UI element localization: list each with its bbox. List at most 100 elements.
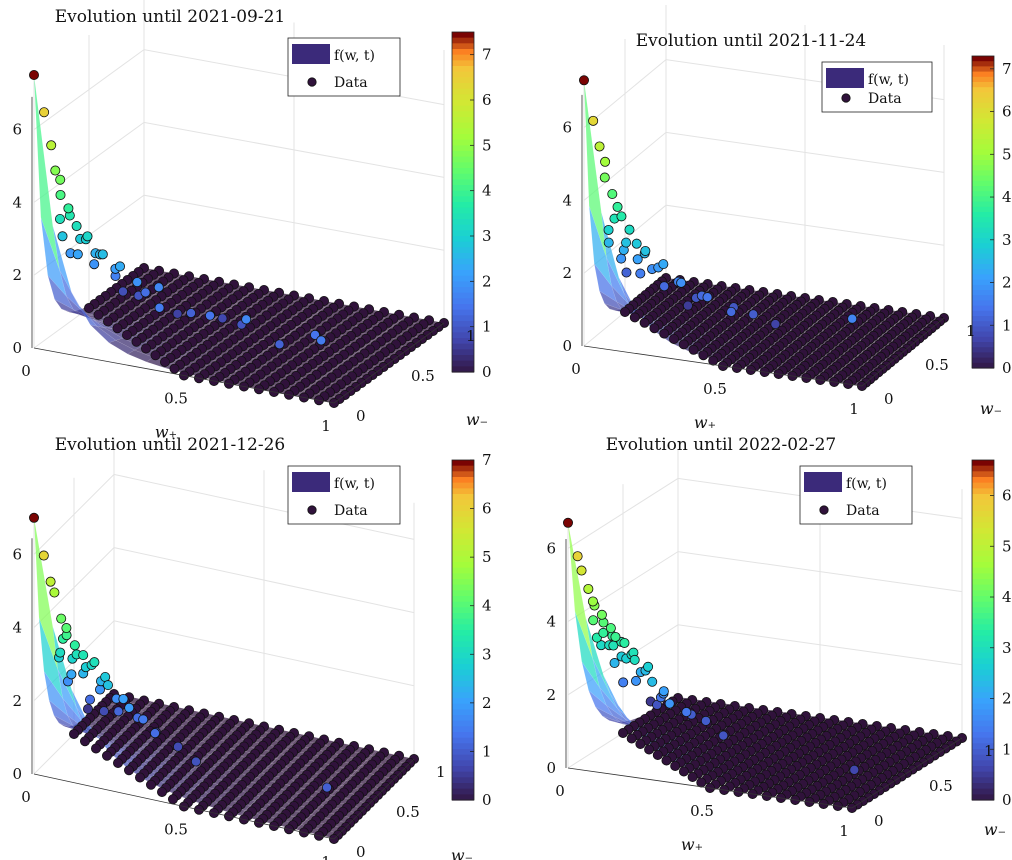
- data-point: [635, 268, 646, 279]
- colorbar-segment: [452, 788, 474, 795]
- colorbar-segment: [452, 562, 474, 569]
- colorbar-segment: [452, 355, 474, 362]
- colorbar-segment: [452, 624, 474, 631]
- colorbar-segment: [452, 505, 474, 512]
- colorbar-segment: [452, 168, 474, 175]
- y-tick-label: 1: [466, 327, 476, 345]
- colorbar-segment: [452, 332, 474, 339]
- colorbar-segment: [452, 703, 474, 710]
- data-point: [112, 323, 123, 334]
- colorbar-segment: [452, 477, 474, 484]
- colorbar-segment: [972, 196, 994, 203]
- colorbar-segment: [452, 641, 474, 648]
- data-point: [682, 300, 693, 311]
- colorbar-segment: [972, 175, 994, 182]
- colorbar-segment: [972, 460, 994, 467]
- legend-swatch-surface: [804, 472, 842, 492]
- colorbar-segment: [452, 499, 474, 506]
- colorbar-segment: [452, 488, 474, 495]
- data-point: [698, 350, 709, 361]
- colorbar-tick-label: 0: [482, 363, 492, 381]
- colorbar-segment: [972, 516, 994, 523]
- data-point: [145, 779, 156, 790]
- data-point: [588, 115, 599, 126]
- chart-svg-4: 0 1 2 3 4 5 6 0 2 4 6 0 0.5 1 0 0.5 1 w₊ w₋ f(w, t) Data Evo…: [546, 435, 1011, 854]
- colorbar-tick-label: 5: [482, 548, 492, 566]
- data-point: [708, 355, 719, 366]
- colorbar-segment: [972, 212, 994, 218]
- data-point: [57, 231, 68, 242]
- colorbar-segment: [972, 726, 994, 733]
- colorbar-segment: [452, 550, 474, 557]
- x-tick-label: 0.5: [703, 380, 727, 398]
- colorbar-segment: [452, 111, 474, 118]
- colorbar-segment: [972, 123, 994, 130]
- x-tick-label: 1: [849, 400, 859, 418]
- colorbar-segment: [452, 567, 474, 574]
- chart-title: Evolution until 2022-02-27: [606, 435, 837, 455]
- z-tick-label: 0: [562, 337, 572, 355]
- colorbar-segment: [972, 539, 994, 546]
- colorbar-segment: [972, 232, 994, 239]
- colorbar-segment: [452, 71, 474, 78]
- colorbar-tick-label: 1: [482, 318, 492, 336]
- data-point: [610, 631, 621, 642]
- colorbar-tick-label: 3: [1002, 231, 1012, 249]
- colorbar-segment: [972, 342, 994, 348]
- colorbar-segment: [452, 83, 474, 90]
- data-point: [140, 287, 151, 298]
- colorbar-segment: [972, 149, 994, 156]
- data-point: [28, 70, 39, 81]
- data-point: [664, 698, 675, 709]
- data-point: [131, 336, 142, 347]
- colorbar-segment: [452, 658, 474, 665]
- data-point: [658, 686, 669, 697]
- colorbar-segment: [972, 482, 994, 489]
- colorbar-segment: [972, 362, 994, 369]
- colorbar-segment: [972, 698, 994, 705]
- colorbar-segment: [452, 213, 474, 220]
- colorbar-segment: [972, 794, 994, 801]
- legend-label-data: Data: [334, 75, 368, 91]
- colorbar-segment: [452, 128, 474, 135]
- colorbar-segment: [972, 357, 994, 364]
- colorbar-segment: [452, 292, 474, 299]
- data-point: [649, 323, 660, 334]
- colorbar-segment: [452, 236, 474, 243]
- colorbar-segment: [972, 186, 994, 192]
- y-axis-label: w₋: [984, 820, 1006, 839]
- colorbar-tick-label: 5: [482, 136, 492, 154]
- legend-marker-data: [307, 77, 317, 87]
- data-point: [217, 313, 228, 324]
- colorbar-segment: [452, 590, 474, 597]
- colorbar-segment: [972, 567, 994, 574]
- data-point: [726, 306, 737, 317]
- data-point: [658, 259, 669, 270]
- data-point: [78, 650, 89, 661]
- data-point: [153, 282, 164, 293]
- colorbar-tick-label: 4: [482, 597, 492, 615]
- colorbar-segment: [452, 528, 474, 535]
- colorbar-segment: [452, 743, 474, 750]
- colorbar-segment: [452, 247, 474, 254]
- colorbar-segment: [972, 471, 994, 478]
- colorbar-segment: [452, 516, 474, 523]
- data-point: [616, 253, 627, 264]
- y-tick-label: 0.5: [396, 803, 420, 821]
- data-point: [681, 707, 692, 718]
- colorbar-segment: [972, 144, 994, 151]
- colorbar-segment: [452, 309, 474, 316]
- data-point: [609, 658, 620, 669]
- z-tick-label: 2: [12, 266, 22, 284]
- colorbar-segment: [452, 533, 474, 540]
- colorbar-segment: [972, 709, 994, 716]
- colorbar-segment: [972, 321, 994, 327]
- data-point: [113, 757, 124, 768]
- colorbar-frame: [451, 459, 475, 801]
- colorbar-segment: [972, 238, 994, 244]
- colorbar-segment: [452, 241, 474, 248]
- colorbar-segment: [972, 686, 994, 693]
- colorbar-segment: [972, 56, 994, 62]
- x-tick-label: 0: [571, 360, 581, 378]
- colorbar-segment: [452, 556, 474, 563]
